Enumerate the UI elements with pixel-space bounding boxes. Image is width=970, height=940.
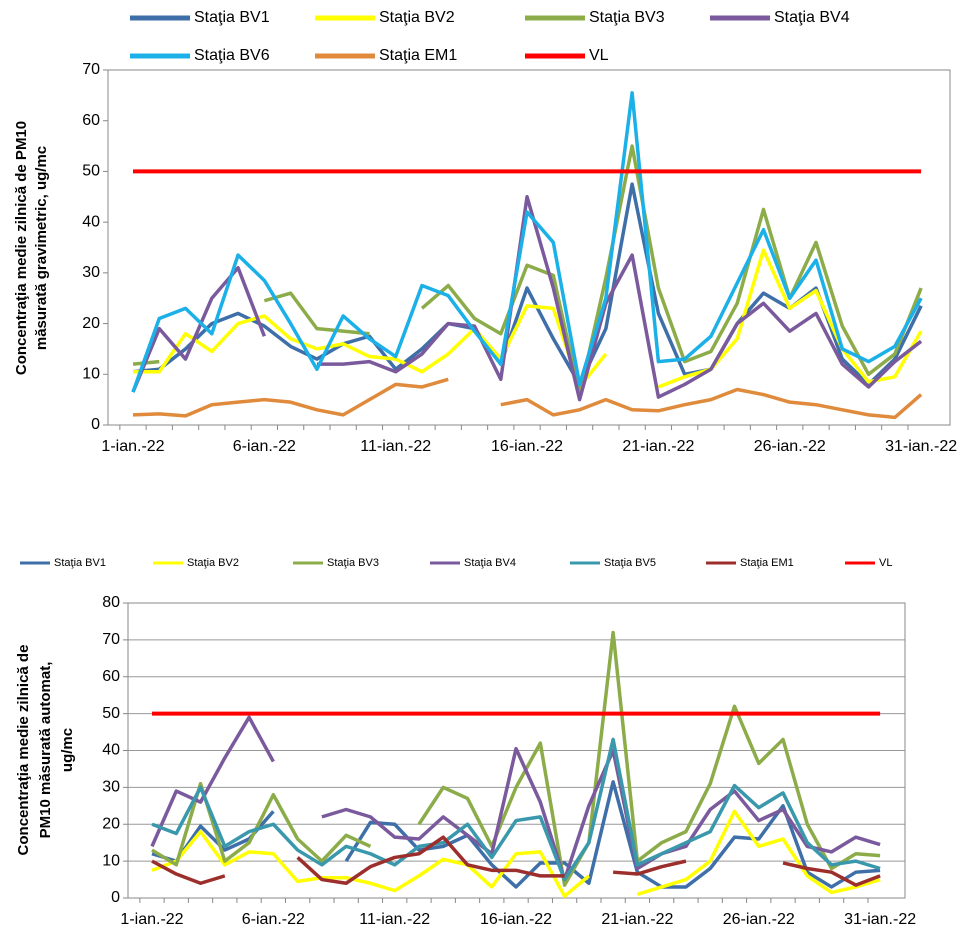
y-tick-label: 30 <box>82 264 100 281</box>
series-line <box>151 835 881 887</box>
series-line <box>131 195 923 402</box>
series-line <box>132 144 923 397</box>
legend-label: Staţia EM1 <box>740 557 794 569</box>
x-tick-label: 31-ian.-22 <box>844 911 916 928</box>
y-tick-label: 20 <box>82 315 100 332</box>
legend-label: Staţia BV1 <box>194 9 270 26</box>
legend-label: Staţia BV3 <box>327 557 379 569</box>
legend-label: Staţia BV2 <box>187 557 239 569</box>
y-tick-label: 10 <box>102 852 120 869</box>
y-axis-label: ug/mc <box>59 728 76 772</box>
legend-label: Staţia BV3 <box>589 9 665 26</box>
y-axis-label: Concentraţia medie zilnică de PM10 <box>13 121 30 375</box>
x-tick-label: 1-ian.-22 <box>101 438 164 455</box>
x-tick-label: 6-ian.-22 <box>242 911 305 928</box>
x-tick-label: 6-ian.-22 <box>233 438 296 455</box>
legend-label: VL <box>879 557 892 569</box>
y-tick-label: 40 <box>102 742 120 759</box>
y-axis-label: Concentraţia medie zilnică de <box>15 645 32 856</box>
series-line <box>151 809 881 898</box>
x-tick-label: 21-ian.-22 <box>601 911 673 928</box>
x-tick-label: 21-ian.-22 <box>622 438 694 455</box>
y-tick-label: 50 <box>82 163 100 180</box>
y-tick-label: 30 <box>102 779 120 796</box>
legend-label: Staţia BV1 <box>54 557 106 569</box>
x-tick-label: 26-ian.-22 <box>754 438 826 455</box>
x-tick-label: 26-ian.-22 <box>723 911 795 928</box>
y-tick-label: 80 <box>102 594 120 611</box>
legend-label: Staţia BV4 <box>464 557 516 569</box>
plot-frame <box>127 602 906 899</box>
y-tick-label: 60 <box>102 668 120 685</box>
y-axis-label: PM10 măsurată automat, <box>37 662 54 839</box>
legend-label: Staţia BV5 <box>604 557 656 569</box>
y-axis-label: măsurată gravimetric, ug/mc <box>33 146 50 350</box>
y-tick-label: 20 <box>102 815 120 832</box>
legend-label: VL <box>589 47 609 64</box>
plot-frame <box>107 69 951 426</box>
y-tick-label: 0 <box>111 889 120 906</box>
y-tick-label: 60 <box>82 112 100 129</box>
series-line <box>151 630 881 887</box>
x-tick-label: 16-ian.-22 <box>491 438 563 455</box>
y-tick-label: 50 <box>102 705 120 722</box>
x-tick-label: 1-ian.-22 <box>120 911 183 928</box>
legend-label: Staţia BV4 <box>774 9 850 26</box>
series-line <box>151 737 881 882</box>
x-tick-label: 16-ian.-22 <box>480 911 552 928</box>
y-tick-label: 40 <box>82 213 100 230</box>
legend-label: Staţia BV2 <box>379 9 455 26</box>
y-tick-label: 70 <box>82 61 100 78</box>
x-tick-label: 31-ian.-22 <box>885 438 957 455</box>
y-tick-label: 0 <box>91 416 100 433</box>
legend-label: Staţia EM1 <box>379 47 457 64</box>
x-tick-label: 11-ian.-22 <box>360 438 431 455</box>
legend-label: Staţia BV6 <box>194 47 270 64</box>
y-tick-label: 10 <box>82 366 100 383</box>
series-line <box>150 715 881 882</box>
series-line <box>131 91 923 393</box>
series-line <box>132 377 923 420</box>
y-tick-label: 70 <box>102 631 120 648</box>
x-tick-label: 11-ian.-22 <box>359 911 430 928</box>
